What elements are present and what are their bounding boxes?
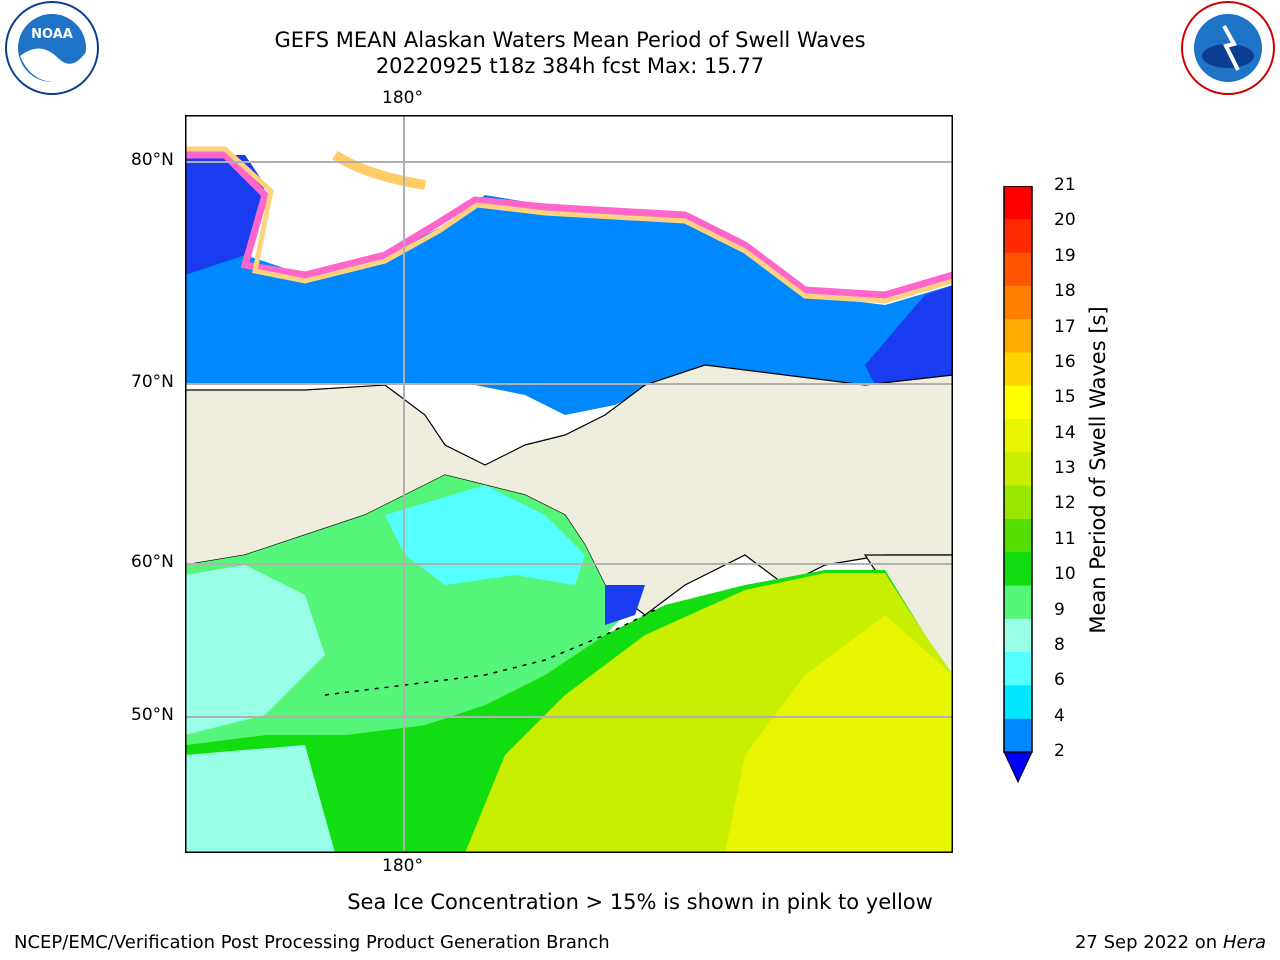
colorbar-tick-label: 10 — [1054, 564, 1076, 585]
lat-label-80: 80°N — [131, 150, 174, 170]
colorbar-tick-label: 2 — [1054, 741, 1065, 761]
colorbar-block — [1004, 285, 1032, 320]
colorbar-tick-label: 12 — [1054, 493, 1076, 514]
colorbar-block — [1004, 385, 1032, 420]
colorbar-block — [1004, 252, 1032, 287]
chart-title: GEFS MEAN Alaskan Waters Mean Period of … — [274, 28, 866, 52]
colorbar-block — [1004, 552, 1032, 587]
colorbar-block — [1004, 319, 1032, 353]
colorbar-block — [1004, 685, 1032, 720]
colorbar-block — [1004, 186, 1032, 220]
colorbar-tick-label: 18 — [1054, 281, 1076, 302]
footer-date: 27 Sep 2022 on Hera — [1074, 932, 1266, 953]
colorbar-block — [1004, 452, 1032, 487]
noaa-logo: NOAA — [5, 1, 99, 95]
colorbar-extend-triangle — [1003, 751, 1033, 784]
lon-label-top: 180° — [382, 88, 423, 108]
colorbar-block — [1004, 618, 1032, 653]
colorbar-block — [1004, 219, 1032, 254]
colorbar-tick-label: 19 — [1054, 245, 1076, 266]
footer-host: Hera — [1222, 932, 1266, 953]
lat-label-70: 70°N — [131, 372, 174, 392]
colorbar-block — [1004, 419, 1032, 453]
colorbar-block — [1004, 485, 1032, 520]
colorbar-label: Mean Period of Swell Waves [s] — [1086, 306, 1110, 634]
colorbar-tick-label: 11 — [1054, 528, 1076, 549]
colorbar-tick-label: 13 — [1054, 458, 1076, 478]
noaa-logo-text: NOAA — [31, 27, 73, 42]
lat-label-60: 60°N — [131, 552, 174, 572]
colorbar-tick-label: 21 — [1054, 175, 1076, 195]
colorbar-tick-label: 4 — [1054, 705, 1065, 726]
colorbar-block — [1004, 718, 1032, 753]
colorbar-block — [1004, 585, 1032, 620]
lon-label-bottom: 180° — [382, 856, 423, 876]
colorbar-block — [1004, 518, 1032, 553]
chart-subtitle: 20220925 t18z 384h fcst Max: 15.77 — [375, 54, 765, 78]
colorbar-block — [1004, 352, 1032, 387]
sea-ice-note: Sea Ice Concentration > 15% is shown in … — [347, 890, 933, 914]
nws-logo — [1181, 1, 1275, 95]
map-panel — [185, 115, 953, 853]
colorbar-tick-label: 9 — [1054, 599, 1065, 620]
colorbar-tick-label: 17 — [1054, 316, 1076, 337]
colorbar — [1003, 186, 1033, 784]
colorbar-block — [1004, 652, 1032, 686]
colorbar-tick-label: 16 — [1054, 351, 1076, 372]
colorbar-tick-label: 14 — [1054, 422, 1076, 443]
colorbar-tick-label: 15 — [1054, 387, 1076, 408]
colorbar-tick-label: 6 — [1054, 670, 1065, 691]
colorbar-tick-label: 8 — [1054, 634, 1065, 655]
lat-label-50: 50°N — [131, 705, 174, 725]
footer-credit: NCEP/EMC/Verification Post Processing Pr… — [14, 932, 610, 953]
colorbar-tick-label: 20 — [1054, 210, 1076, 231]
